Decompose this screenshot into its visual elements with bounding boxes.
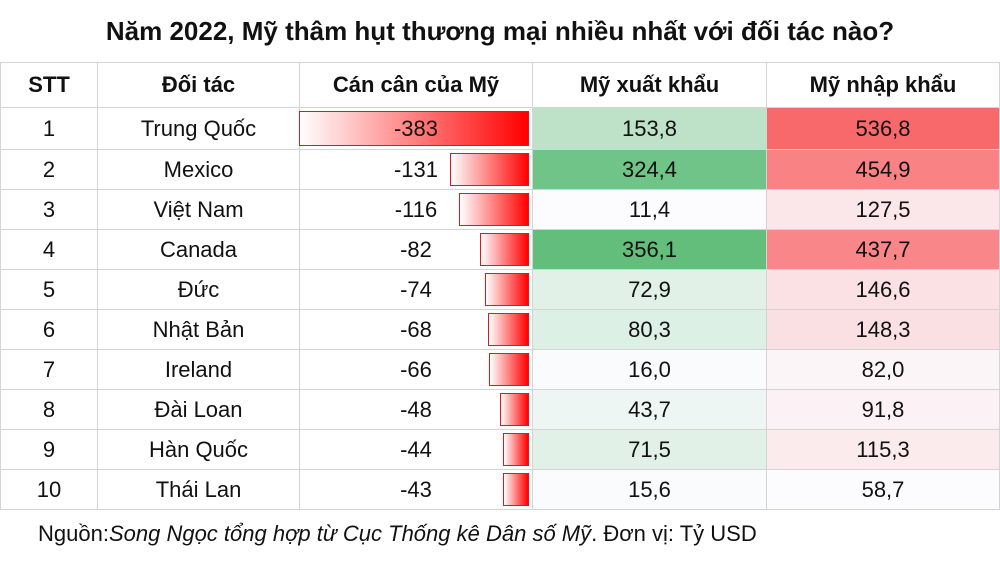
column-header: Cán cân của Mỹ (300, 62, 533, 108)
row-number: 1 (0, 108, 98, 150)
unit: . Đơn vị: Tỷ USD (591, 521, 757, 546)
balance-cell: -66 (300, 350, 533, 390)
data-bar (500, 393, 529, 426)
balance-cell: -68 (300, 310, 533, 350)
row-number: 3 (0, 190, 98, 230)
export: 72,9 (533, 270, 767, 310)
row-number: 7 (0, 350, 98, 390)
export: 153,8 (533, 108, 767, 150)
balance: -131 (393, 156, 439, 182)
column-header: STT (0, 62, 98, 108)
balance: -44 (400, 436, 432, 462)
row-number: 9 (0, 430, 98, 470)
column-header: Mỹ xuất khẩu (533, 62, 767, 108)
row-number: 2 (0, 150, 98, 190)
balance-cell: -82 (300, 230, 533, 270)
partner: Nhật Bản (98, 310, 300, 350)
balance: -82 (400, 236, 432, 262)
data-bar (489, 353, 529, 386)
balance: -43 (400, 476, 432, 502)
data-bar (459, 193, 529, 226)
title: Năm 2022, Mỹ thâm hụt thương mại nhiều n… (105, 15, 895, 46)
balance-cell: -74 (300, 270, 533, 310)
data-bar (479, 233, 529, 266)
data-bar (450, 153, 529, 186)
data-bar (502, 433, 529, 466)
export: 11,4 (533, 190, 767, 230)
export: 356,1 (533, 230, 767, 270)
row-number: 6 (0, 310, 98, 350)
source-label: Nguồn: (38, 521, 109, 546)
balance: -74 (400, 276, 432, 302)
row-number: 4 (0, 230, 98, 270)
export: 80,3 (533, 310, 767, 350)
partner: Đài Loan (98, 390, 300, 430)
data-bar (484, 273, 529, 306)
column-header: Mỹ nhập khẩu (767, 62, 1000, 108)
balance-cell: -43 (300, 470, 533, 510)
export: 324,4 (533, 150, 767, 190)
row-number: 10 (0, 470, 98, 510)
balance-cell: -131 (300, 150, 533, 190)
import: 437,7 (767, 230, 1000, 270)
balance-cell: -383 (299, 108, 533, 150)
import: 58,7 (767, 470, 1000, 510)
data-bar (299, 111, 529, 146)
export: 43,7 (533, 390, 767, 430)
partner: Ireland (98, 350, 300, 390)
export: 16,0 (533, 350, 767, 390)
balance: -383 (393, 115, 439, 141)
data-bar (488, 313, 529, 346)
partner: Việt Nam (98, 190, 300, 230)
row-number: 5 (0, 270, 98, 310)
data-bar (503, 473, 529, 506)
balance: -68 (400, 316, 432, 342)
balance: -66 (400, 356, 432, 382)
footer: Nguồn: Song Ngọc tổng hợp từ Cục Thống k… (38, 514, 757, 554)
balance: -116 (394, 196, 438, 222)
partner: Đức (98, 270, 300, 310)
balance: -48 (400, 396, 432, 422)
balance-cell: -44 (300, 430, 533, 470)
export: 15,6 (533, 470, 767, 510)
import: 148,3 (767, 310, 1000, 350)
export: 71,5 (533, 430, 767, 470)
import: 82,0 (767, 350, 1000, 390)
import: 536,8 (767, 108, 1000, 150)
row-number: 8 (0, 390, 98, 430)
partner: Thái Lan (98, 470, 300, 510)
column-header: Đối tác (98, 62, 300, 108)
balance-cell: -116 (300, 190, 533, 230)
import: 91,8 (767, 390, 1000, 430)
partner: Hàn Quốc (98, 430, 300, 470)
partner: Canada (98, 230, 300, 270)
balance-cell: -48 (300, 390, 533, 430)
source: Song Ngọc tổng hợp từ Cục Thống kê Dân s… (108, 521, 592, 546)
import: 127,5 (767, 190, 1000, 230)
import: 115,3 (767, 430, 1000, 470)
partner: Trung Quốc (98, 108, 300, 150)
partner: Mexico (98, 150, 300, 190)
import: 146,6 (767, 270, 1000, 310)
import: 454,9 (767, 150, 1000, 190)
